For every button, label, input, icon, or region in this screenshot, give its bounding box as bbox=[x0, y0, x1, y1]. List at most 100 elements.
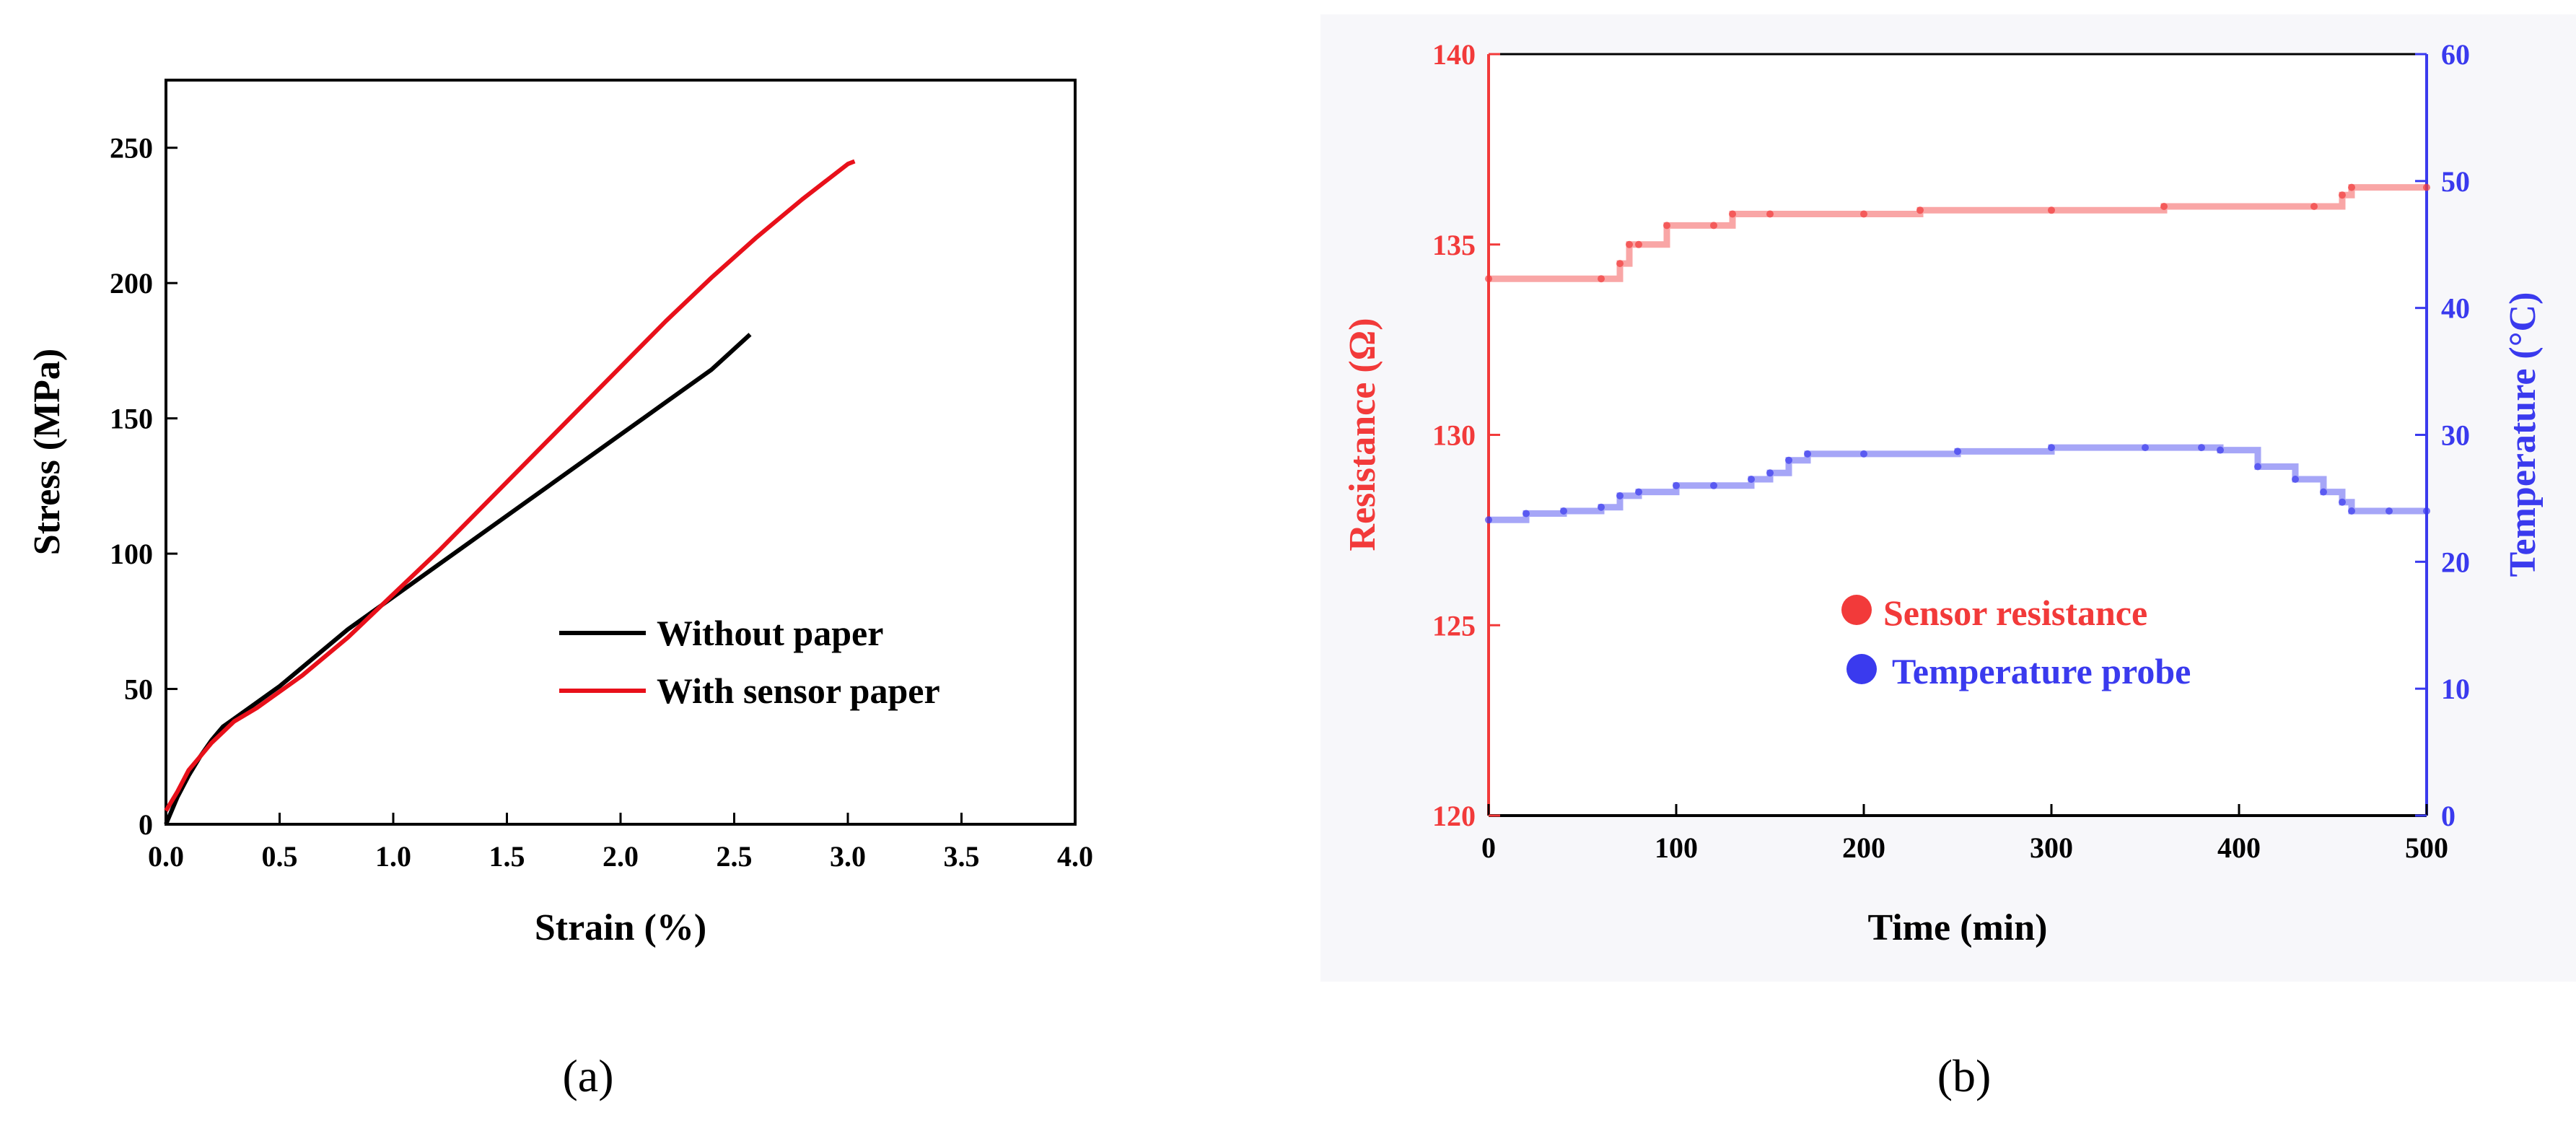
x-tick-label-8: 4.0 bbox=[1057, 840, 1093, 873]
panel-b-y2-ticks: 0 10 20 30 40 50 60 bbox=[2415, 38, 2470, 832]
series-point-sensor-resistance bbox=[2048, 206, 2055, 214]
legend-label-sensor-resistance: Sensor resistance bbox=[1883, 593, 2147, 633]
series-point-temperature-probe bbox=[2142, 444, 2149, 452]
x-tick-label-4: 400 bbox=[2217, 831, 2261, 864]
panel-a-x-ticks: 0.0 0.5 1.0 1.5 2.0 2.5 3.0 3.5 4.0 bbox=[148, 813, 1093, 873]
legend-marker-temperature-probe bbox=[1846, 654, 1877, 684]
series-point-temperature-probe bbox=[1710, 481, 1717, 489]
x-tick-label-1: 100 bbox=[1655, 831, 1698, 864]
legend-label-without-paper: Without paper bbox=[657, 613, 883, 653]
series-point-sensor-resistance bbox=[2423, 183, 2430, 191]
series-point-temperature-probe bbox=[2339, 498, 2346, 506]
x-tick-label-1: 0.5 bbox=[262, 840, 298, 873]
series-point-sensor-resistance bbox=[1616, 260, 1624, 268]
series-point-temperature-probe bbox=[2254, 463, 2261, 471]
panel-b-label: (b) bbox=[1937, 1050, 1992, 1101]
series-point-temperature-probe bbox=[1598, 503, 1605, 511]
y2-tick-label-0: 0 bbox=[2441, 800, 2455, 832]
y2-tick-label-1: 10 bbox=[2441, 673, 2470, 705]
y2-tick-label-5: 50 bbox=[2441, 165, 2470, 198]
series-point-temperature-probe bbox=[2320, 488, 2327, 496]
series-point-sensor-resistance bbox=[2348, 183, 2355, 191]
panel-a-series bbox=[164, 159, 856, 826]
series-point-sensor-resistance bbox=[1710, 222, 1717, 230]
series-point-temperature-probe bbox=[1673, 481, 1680, 489]
x-tick-label-2: 200 bbox=[1842, 831, 1885, 864]
y-tick-label-4: 140 bbox=[1432, 38, 1476, 71]
series-point-temperature-probe bbox=[2386, 507, 2393, 515]
panel-a-plot-frame bbox=[165, 79, 1077, 826]
panel-b-y2label: Temperature (°C) bbox=[2502, 292, 2544, 577]
series-point-sensor-resistance bbox=[2310, 203, 2318, 210]
series-point-temperature-probe bbox=[1523, 510, 1530, 518]
panel-b-legend: Sensor resistance Temperature probe bbox=[1841, 593, 2191, 691]
y2-tick-label-2: 20 bbox=[2441, 546, 2470, 578]
x-tick-label-0: 0 bbox=[1481, 831, 1496, 864]
y-tick-label-1: 50 bbox=[124, 673, 153, 706]
panel-a-xlabel: Strain (%) bbox=[535, 907, 706, 948]
series-point-sensor-resistance bbox=[1766, 210, 1774, 218]
panel-b-y-ticks: 120 125 130 135 140 bbox=[1432, 38, 1500, 832]
y-tick-label-0: 0 bbox=[139, 808, 153, 841]
panel-b-xlabel: Time (min) bbox=[1868, 907, 2048, 948]
series-point-temperature-probe bbox=[1785, 456, 1792, 464]
series-point-sensor-resistance bbox=[2160, 203, 2168, 210]
x-tick-label-3: 300 bbox=[2030, 831, 2073, 864]
series-point-temperature-probe bbox=[1616, 492, 1624, 499]
series-point-temperature-probe bbox=[1860, 450, 1867, 458]
y-tick-label-2: 100 bbox=[110, 538, 153, 570]
x-tick-label-5: 2.5 bbox=[717, 840, 753, 873]
y2-tick-label-4: 40 bbox=[2441, 292, 2470, 325]
y-tick-label-5: 250 bbox=[110, 132, 153, 165]
series-point-temperature-probe bbox=[2048, 444, 2055, 452]
y-tick-label-2: 130 bbox=[1432, 419, 1476, 452]
series-point-temperature-probe bbox=[1748, 476, 1755, 483]
x-tick-label-7: 3.5 bbox=[944, 840, 980, 873]
legend-label-with-sensor-paper: With sensor paper bbox=[657, 671, 940, 711]
series-point-temperature-probe bbox=[1766, 469, 1774, 477]
x-tick-label-5: 500 bbox=[2405, 831, 2448, 864]
panel-b-plot-area bbox=[1489, 54, 2427, 816]
panel-b: 0 100 200 300 400 500 120 125 130 135 140 0 10 20 30… bbox=[1320, 14, 2576, 1101]
series-point-temperature-probe bbox=[2217, 446, 2224, 454]
x-tick-label-2: 1.0 bbox=[375, 840, 411, 873]
x-tick-label-6: 3.0 bbox=[830, 840, 866, 873]
y-tick-label-3: 135 bbox=[1432, 229, 1476, 261]
series-point-sensor-resistance bbox=[1860, 210, 1867, 218]
series-point-sensor-resistance bbox=[1626, 240, 1633, 248]
series-line-with-sensor-paper bbox=[164, 159, 856, 812]
legend-label-temperature-probe: Temperature probe bbox=[1892, 651, 2191, 691]
series-point-temperature-probe bbox=[2348, 507, 2355, 515]
panel-a-ylabel: Stress (MPa) bbox=[27, 349, 68, 555]
y2-tick-label-6: 60 bbox=[2441, 38, 2470, 71]
legend-marker-sensor-resistance bbox=[1841, 595, 1872, 625]
x-tick-label-0: 0.0 bbox=[148, 840, 184, 873]
y2-tick-label-3: 30 bbox=[2441, 419, 2470, 452]
panel-a-legend: Without paper With sensor paper bbox=[559, 613, 940, 711]
series-point-temperature-probe bbox=[1954, 447, 1961, 455]
y-tick-label-4: 200 bbox=[110, 267, 153, 300]
series-line-without-paper bbox=[164, 333, 752, 826]
series-point-sensor-resistance bbox=[1663, 222, 1670, 230]
series-point-sensor-resistance bbox=[2339, 191, 2346, 199]
series-point-sensor-resistance bbox=[1729, 210, 1736, 218]
series-point-temperature-probe bbox=[2292, 476, 2299, 483]
series-point-temperature-probe bbox=[1635, 488, 1642, 496]
y-tick-label-0: 120 bbox=[1432, 800, 1476, 832]
series-point-sensor-resistance bbox=[1485, 275, 1492, 283]
series-point-temperature-probe bbox=[1804, 450, 1811, 458]
y-tick-label-3: 150 bbox=[110, 403, 153, 435]
panel-b-ylabel: Resistance (Ω) bbox=[1342, 318, 1383, 551]
panel-a-label: (a) bbox=[562, 1050, 613, 1101]
panel-a-y-ticks: 0 50 100 150 200 250 bbox=[110, 132, 178, 841]
series-point-temperature-probe bbox=[2198, 444, 2205, 452]
series-point-temperature-probe bbox=[1485, 516, 1492, 524]
series-point-temperature-probe bbox=[2423, 507, 2430, 515]
y-tick-label-1: 125 bbox=[1432, 609, 1476, 642]
x-tick-label-3: 1.5 bbox=[489, 840, 525, 873]
series-point-sensor-resistance bbox=[1916, 206, 1924, 214]
x-tick-label-4: 2.0 bbox=[603, 840, 639, 873]
panel-b-series bbox=[1485, 183, 2430, 524]
panel-b-x-ticks: 0 100 200 300 400 500 bbox=[1481, 804, 2448, 864]
